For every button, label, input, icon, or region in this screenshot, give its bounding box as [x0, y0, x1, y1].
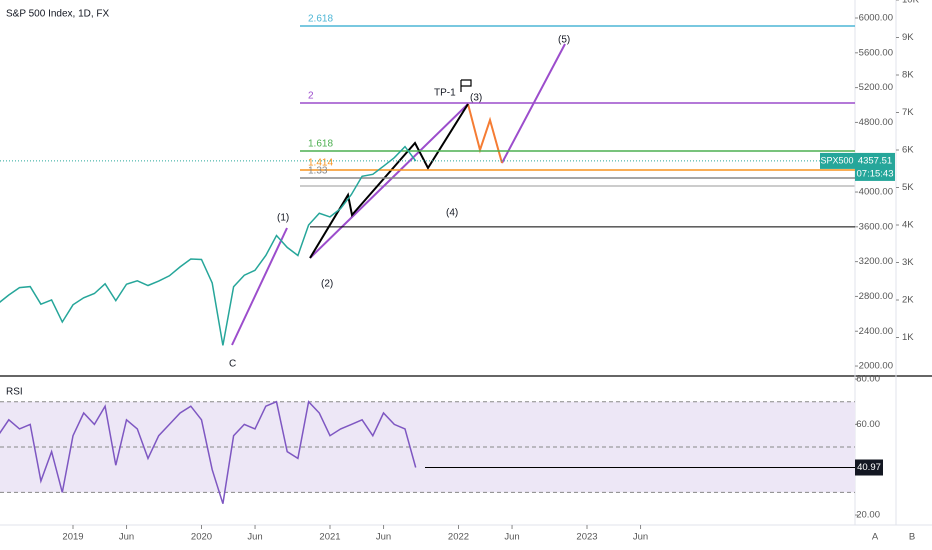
pane-title: RSI: [6, 387, 23, 398]
scale-button[interactable]: A: [872, 532, 879, 543]
flag-icon: [460, 79, 472, 92]
y2-tick-label: 3K: [902, 257, 914, 268]
y-tick-label: 2800.00: [859, 291, 893, 302]
wave-line: [309, 103, 469, 259]
y-tick-label: 5200.00: [859, 82, 893, 93]
y-tick-label: 3200.00: [859, 256, 893, 267]
wave-label: (3): [470, 93, 482, 104]
y2-tick-label: 10K: [902, 0, 920, 6]
x-tick-label: 2019: [62, 532, 83, 543]
fib-label: 2.618: [308, 14, 333, 25]
y2-tick-label: 1K: [902, 332, 914, 343]
fib-label: 2: [308, 91, 314, 102]
wave-label: (4): [446, 208, 458, 219]
series-line: [0, 145, 417, 346]
x-tick-label: 2020: [191, 532, 212, 543]
countdown: 07:15:43: [857, 168, 894, 179]
series-line: [0, 400, 417, 504]
symbol-tag: [820, 152, 855, 169]
x-tick-label: Jun: [376, 532, 391, 543]
fib-label: 1.33: [308, 166, 328, 177]
wave-label: (1): [277, 213, 289, 224]
x-tick-label: Jun: [633, 532, 648, 543]
y-tick-label: 80.00: [856, 374, 880, 385]
y2-tick-label: 5K: [902, 182, 914, 193]
x-tick-label: Jun: [247, 532, 262, 543]
y-tick-label: 4000.00: [859, 187, 893, 198]
chart-header: S&P 500 Index, 1D, FX: [6, 9, 110, 20]
y2-tick-label: 6K: [902, 145, 914, 156]
wave-label: C: [229, 359, 236, 370]
y2-tick-label: 2K: [902, 295, 914, 306]
annotations: [231, 43, 855, 493]
y2-tick-label: 7K: [902, 107, 914, 118]
wave-count: [309, 103, 469, 259]
x-tick-label: Jun: [504, 532, 519, 543]
y-tick-label: 5600.00: [859, 47, 893, 58]
y2-tick-label: 9K: [902, 32, 914, 43]
wave-line: [231, 227, 288, 346]
symbol-tag-label: SPX500: [820, 155, 853, 165]
wave-label: TP-1: [434, 88, 456, 99]
y2-tick-label: 4K: [902, 220, 914, 231]
y-tick-label: 2400.00: [859, 326, 893, 337]
y-tick-label: 6000.00: [859, 13, 893, 24]
fib-label: 1.414: [308, 158, 333, 169]
x-tick-label: 2022: [448, 532, 469, 543]
y-tick-label: 60.00: [856, 419, 880, 430]
x-tick-label: 2023: [576, 532, 597, 543]
y-tick-label: 2000.00: [859, 361, 893, 372]
wave-label: (2): [321, 279, 333, 290]
fib-label: 1.618: [308, 139, 333, 150]
rsi-tag: [855, 459, 883, 476]
scale-button[interactable]: B: [909, 532, 915, 543]
x-tick-label: 2021: [319, 532, 340, 543]
rsi-tag-label: 40.97: [857, 462, 881, 473]
projection: [467, 103, 503, 164]
x-tick-label: Jun: [119, 532, 134, 543]
y-tick-label: 3600.00: [859, 221, 893, 232]
price-tag: [855, 152, 895, 181]
y2-tick-label: 8K: [902, 70, 914, 81]
wave-label: (5): [558, 35, 570, 46]
price-tag-label: 4357.51: [858, 155, 892, 166]
y-tick-label: 20.00: [856, 510, 880, 521]
y-tick-label: 4800.00: [859, 117, 893, 128]
